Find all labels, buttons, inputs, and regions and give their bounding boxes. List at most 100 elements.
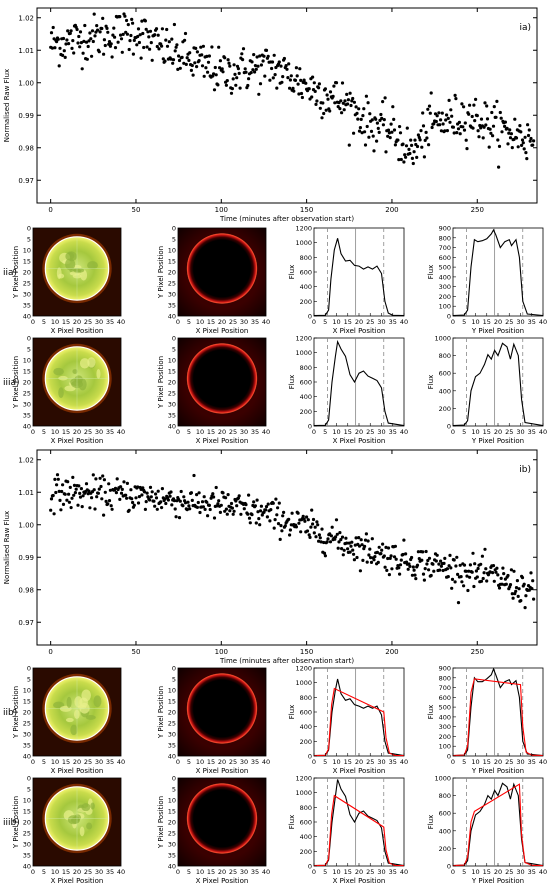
data-point [305, 529, 310, 533]
data-point [360, 543, 364, 547]
y-tick-label: 25 [23, 280, 31, 288]
data-points [49, 12, 536, 169]
data-point [299, 91, 304, 96]
data-point [154, 496, 159, 500]
x-tick-label: 30 [240, 758, 248, 766]
data-point [530, 587, 534, 591]
data-point [487, 145, 491, 149]
data-point [280, 80, 284, 84]
data-point [63, 55, 67, 60]
data-point [84, 40, 89, 44]
x-tick-label: 5 [462, 758, 466, 766]
y-tick-label: 30 [23, 841, 31, 849]
data-point [387, 573, 391, 577]
data-point [381, 542, 385, 546]
data-point [216, 502, 220, 506]
x-tick-label: 10 [471, 318, 479, 326]
data-point [516, 145, 520, 149]
data-point [130, 497, 134, 501]
x-tick-label: 25 [505, 428, 513, 436]
y-tick-label: 1200 [295, 225, 312, 233]
data-point [225, 79, 229, 83]
data-point [472, 584, 476, 589]
data-point [374, 117, 378, 121]
data-point [435, 553, 439, 557]
x-tick-label: 15 [344, 428, 352, 436]
data-point [404, 155, 408, 159]
data-point [366, 101, 370, 105]
data-point [121, 32, 125, 37]
data-point [233, 72, 237, 76]
data-point [285, 67, 289, 71]
y-tick-label: 5 [172, 236, 176, 244]
y-tick-label: 10 [23, 247, 31, 255]
data-point [410, 555, 414, 560]
data-point [428, 111, 432, 115]
data-point [384, 150, 388, 154]
data-point [490, 110, 494, 115]
y-tick-label: 35 [168, 412, 176, 420]
data-point [77, 484, 81, 488]
disk-feature [96, 368, 101, 379]
data-point [348, 91, 352, 95]
data-point [81, 494, 85, 498]
data-point [496, 138, 500, 142]
data-point [153, 33, 157, 37]
y-tick-label: 800 [300, 694, 312, 702]
x-tick-label: 25 [84, 758, 92, 766]
data-point [357, 129, 362, 133]
data-point [497, 586, 502, 590]
y-tick-label: 0 [27, 775, 31, 783]
x-tick-label: 15 [62, 428, 70, 436]
x-tick-label: 10 [471, 428, 479, 436]
data-point [92, 488, 96, 492]
flux-profile-line [452, 782, 544, 867]
data-point [499, 576, 503, 581]
data-point [253, 70, 257, 74]
y-tick-label: 40 [168, 313, 176, 321]
x-tick-label: 40 [400, 868, 408, 876]
data-point [421, 572, 426, 576]
profile-frame [452, 337, 544, 427]
data-point [310, 508, 314, 512]
data-point [524, 594, 528, 598]
data-point [230, 506, 234, 510]
y-tick-label: 25 [168, 390, 176, 398]
y-tick-label: 0 [308, 313, 312, 321]
x-tick-label: 30 [95, 868, 103, 876]
data-point [58, 498, 62, 502]
y-tick-label: 500 [439, 264, 451, 272]
x-tick-label: 20 [494, 428, 502, 436]
disk-feature [80, 269, 88, 281]
data-point [103, 43, 107, 48]
data-point [330, 525, 334, 529]
data-point [122, 480, 126, 484]
data-point [113, 46, 118, 50]
data-point [136, 485, 140, 489]
data-point [523, 606, 527, 610]
data-point [149, 495, 153, 499]
data-point [62, 49, 66, 53]
x-tick-label: 20 [218, 758, 226, 766]
image-panel-disk [32, 667, 122, 757]
x-tick-label: 35 [528, 428, 536, 436]
data-point [219, 503, 223, 507]
aperture-circle [44, 676, 110, 741]
data-point [423, 138, 427, 142]
y-tick-label: 35 [23, 302, 31, 310]
data-point [170, 37, 174, 41]
data-point [187, 504, 191, 508]
data-point [150, 58, 154, 62]
data-point [426, 558, 430, 563]
data-point [69, 29, 73, 33]
data-point [455, 555, 459, 559]
data-point [110, 507, 114, 511]
data-point [282, 510, 286, 514]
x-tick-label: 0 [451, 868, 455, 876]
x-tick-label: 0 [31, 318, 35, 326]
data-point [78, 491, 82, 495]
data-point [338, 531, 342, 535]
data-point [464, 569, 468, 573]
data-point [230, 87, 234, 91]
x-tick-label: 15 [344, 318, 352, 326]
